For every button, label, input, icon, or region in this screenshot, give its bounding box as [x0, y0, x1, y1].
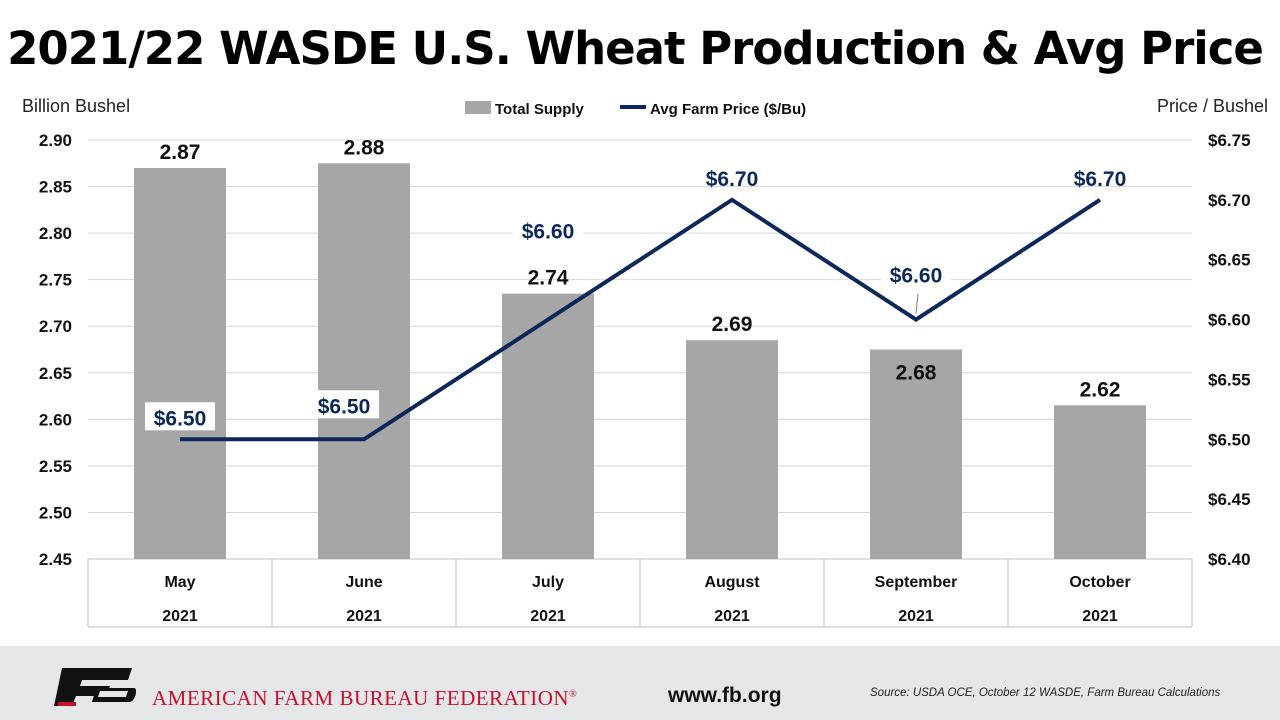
x-tick-label: August	[704, 574, 760, 591]
left-tick-label: 2.75	[39, 271, 72, 290]
left-tick-label: 2.85	[39, 178, 72, 197]
price-label-background	[881, 259, 951, 288]
label-leader-line	[915, 293, 919, 314]
left-tick-label: 2.45	[39, 550, 72, 569]
bar-data-label: 2.87	[160, 141, 201, 164]
right-tick-label: $6.55	[1208, 370, 1251, 389]
left-tick-label: 2.70	[39, 317, 72, 336]
x-tick-year-label: 2021	[530, 608, 566, 625]
right-tick-label: $6.40	[1208, 550, 1251, 569]
chart-area: 2.45 2.50 2.55 2.60 2.65 2.70 2.75 2.80 2.85 2.90…	[39, 101, 1251, 628]
left-tick-label: 2.65	[39, 364, 72, 383]
legend-label-avg-farm-price: Avg Farm Price ($/Bu)	[650, 101, 806, 118]
footer: AMERICAN FARM BUREAU FEDERATION® www.fb.…	[0, 646, 1280, 720]
farm-bureau-logo	[54, 668, 136, 706]
chart-title: 2021/22 WASDE U.S. Wheat Production & Av…	[7, 22, 1264, 75]
organization-name: AMERICAN FARM BUREAU FEDERATION®	[152, 686, 578, 710]
x-tick-year-label: 2021	[162, 608, 198, 625]
x-tick-label: September	[875, 574, 958, 591]
price-data-label: $6.50	[318, 395, 371, 418]
bar	[318, 163, 410, 559]
left-tick-label: 2.60	[39, 410, 72, 429]
x-tick-year-label: 2021	[1082, 608, 1118, 625]
x-tick-label: June	[345, 574, 382, 591]
x-tick-year-label: 2021	[346, 608, 382, 625]
price-label-background	[309, 390, 379, 419]
bar	[870, 349, 962, 559]
right-tick-label: $6.75	[1208, 131, 1251, 150]
right-tick-label: $6.65	[1208, 251, 1251, 270]
price-data-label: $6.50	[154, 407, 207, 430]
left-tick-label: 2.50	[39, 503, 72, 522]
bar-data-label: 2.88	[344, 136, 385, 159]
source-note: Source: USDA OCE, October 12 WASDE, Farm…	[870, 687, 1221, 699]
bar	[134, 167, 226, 559]
x-tick-year-label: 2021	[714, 608, 750, 625]
x-tick-label: May	[164, 574, 195, 591]
legend-label-total-supply: Total Supply	[495, 101, 585, 118]
legend-swatch-total-supply	[465, 101, 491, 114]
right-tick-label: $6.60	[1208, 311, 1251, 330]
price-data-label: $6.60	[522, 221, 575, 244]
right-tick-label: $6.50	[1208, 430, 1251, 449]
bar	[1054, 405, 1146, 559]
left-tick-label: 2.55	[39, 457, 72, 476]
bar-data-label: 2.69	[712, 313, 753, 336]
left-tick-label: 2.90	[39, 131, 72, 150]
bar	[502, 293, 594, 559]
price-label-background	[513, 215, 583, 244]
price-label-background	[145, 402, 215, 431]
price-data-label: $6.70	[706, 168, 759, 191]
bar-data-label: 2.62	[1080, 378, 1121, 401]
x-tick-label: July	[532, 574, 564, 591]
bar-data-label: 2.68	[896, 362, 937, 385]
left-axis-title: Billion Bushel	[22, 96, 131, 116]
price-line	[180, 197, 1102, 442]
price-data-label: $6.60	[890, 265, 943, 288]
bar-data-label: 2.74	[528, 267, 569, 290]
right-tick-label: $6.45	[1208, 490, 1251, 509]
x-tick-year-label: 2021	[898, 608, 934, 625]
bar	[686, 340, 778, 559]
right-axis-title: Price / Bushel	[1156, 96, 1268, 116]
left-tick-label: 2.80	[39, 224, 72, 243]
price-data-label: $6.70	[1074, 168, 1127, 191]
right-tick-label: $6.70	[1208, 191, 1251, 210]
website-link[interactable]: www.fb.org	[668, 684, 782, 707]
x-tick-label: October	[1069, 574, 1130, 591]
